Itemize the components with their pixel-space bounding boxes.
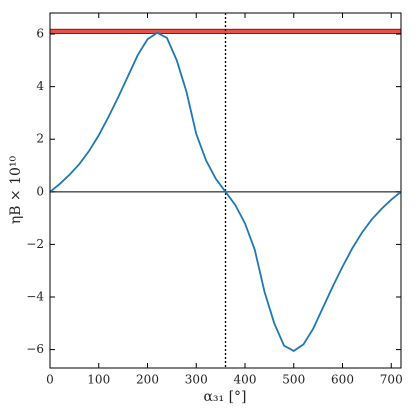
x-tick-label: 500	[282, 373, 305, 387]
y-tick-label: 6	[36, 27, 44, 41]
y-axis-label: ηB × 10¹⁰	[8, 155, 24, 224]
x-axis-label: α₃₁ [°]	[203, 389, 246, 405]
x-tick-label: 300	[185, 373, 208, 387]
x-tick-label: 0	[46, 373, 54, 387]
x-tick-label: 200	[136, 373, 159, 387]
y-tick-label: 4	[36, 79, 44, 93]
y-tick-label: −2	[26, 237, 44, 251]
y-tick-label: −6	[26, 342, 44, 356]
x-tick-label: 600	[331, 373, 354, 387]
y-tick-label: 0	[36, 184, 44, 198]
plot-frame	[49, 12, 402, 369]
y-tick-label: −4	[26, 290, 44, 304]
x-tick-label: 100	[87, 373, 110, 387]
y-tick-label: 2	[36, 132, 44, 146]
x-tick-label: 400	[234, 373, 257, 387]
x-tick-label: 700	[380, 373, 403, 387]
line	[49, 31, 402, 352]
